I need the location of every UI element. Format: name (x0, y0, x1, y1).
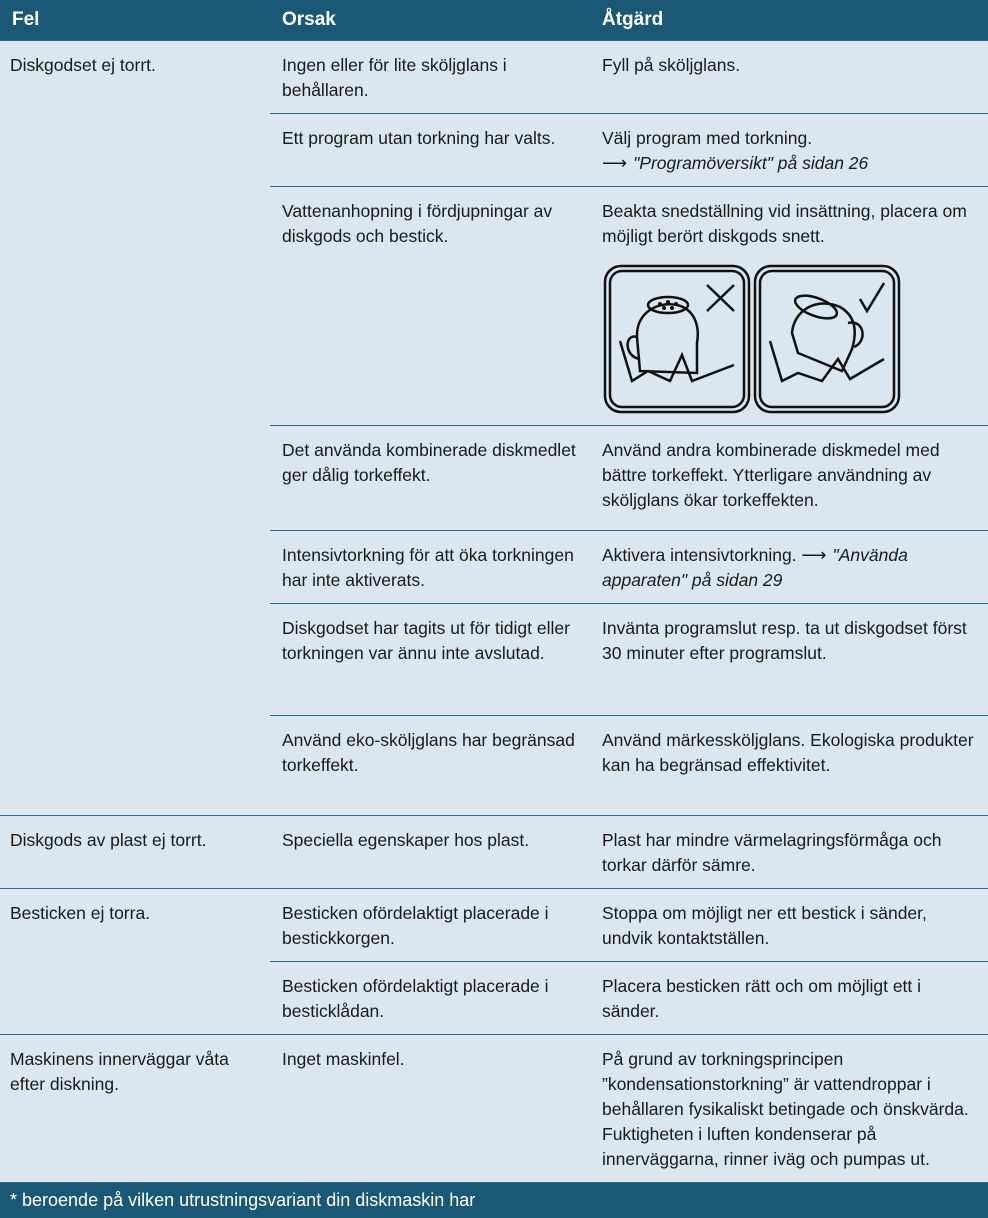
header-cell: Fel (0, 0, 270, 41)
orsak-cell: Speciella egenskaper hos plast. (270, 815, 590, 889)
atgard-text: Beakta snedställning vid insättning, pla… (602, 201, 967, 246)
orsak-cell: Intensivtorkning för att öka torkningen … (270, 530, 590, 604)
fel-cell: Besticken ej torra. (0, 888, 270, 1035)
orsak-cell: Vattenanhopning i fördjupningar av diskg… (270, 186, 590, 426)
atgard-cell: Använd märkessköljglans. Ekologiska prod… (590, 715, 988, 816)
fel-cell: Diskgods av plast ej torrt. (0, 815, 270, 889)
table-body: Diskgodset ej torrt. Ingen eller för lite… (0, 40, 988, 1182)
atgard-cell: Aktivera intensivtorkning. ⟶ "Använda app… (590, 530, 988, 604)
table-row: Maskinens innerväggar våta efter disknin… (0, 1034, 988, 1182)
atgard-text: Välj program med torkning. (602, 128, 813, 148)
orsak-cell: Ett program utan torkning har valts. (270, 113, 590, 187)
troubleshooting-table: Fel Orsak Åtgärd Diskgodset ej torrt. Ing… (0, 0, 988, 1182)
table-row: Använd eko-sköljglans har begränsad tork… (0, 715, 988, 816)
atgard-cell: Placera besticken rätt och om möjligt et… (590, 961, 988, 1035)
atgard-cell: Välj program med torkning. ⟶ "Programöver… (590, 113, 988, 187)
atgard-cell: På grund av torkningsprincipen ”kondensa… (590, 1034, 988, 1182)
reference: "Använda apparaten" på sidan 29 (602, 545, 908, 590)
table-row: Besticken ej torra. Besticken ofördelakti… (0, 888, 988, 1035)
orsak-cell: Diskgodset har tagits ut för tidigt elle… (270, 603, 590, 716)
fel-cell: Maskinens innerväggar våta efter disknin… (0, 1034, 270, 1182)
orsak-cell: Använd eko-sköljglans har begränsad tork… (270, 715, 590, 816)
atgard-text: Invänta programslut resp. ta ut diskgods… (602, 618, 967, 663)
table-row: Diskgodset ej torrt. Ingen eller för lite… (0, 40, 988, 816)
atgard-text: Stoppa om möjligt ner ett bestick i sänd… (602, 903, 927, 948)
atgard-text: Använd andra kombinerade diskmedel med b… (602, 440, 940, 510)
orsak-cell: Besticken ofördelaktigt placerade i best… (270, 961, 590, 1035)
atgard-text: Plast har mindre värmelagringsförmåga oc… (602, 830, 942, 875)
atgard-cell: Stoppa om möjligt ner ett bestick i sänd… (590, 888, 988, 962)
footer: * beroende på vilken utrustningsvariant … (0, 1182, 988, 1218)
fel-cell: Diskgodset ej torrt. (0, 40, 270, 816)
atgard-text: Aktivera intensivtorkning. (602, 545, 797, 565)
arrow: ⟶ (801, 545, 827, 565)
table-row: Vattenanhopning i fördjupningar av diskg… (0, 186, 988, 426)
table-row: Diskgodset har tagits ut för tidigt elle… (0, 603, 988, 716)
atgard-cell: Använd andra kombinerade diskmedel med b… (590, 425, 988, 531)
arrow: ⟶ (602, 153, 628, 173)
header-row: Fel Orsak Åtgärd (0, 0, 988, 41)
orsak-cell: Inget maskinfel. (270, 1034, 590, 1182)
illustration (603, 264, 901, 414)
header-cell: Åtgärd (590, 0, 988, 41)
table-row: Ett program utan torkning har valts. Välj… (0, 113, 988, 187)
reference: "Programöversikt" på sidan 26 (633, 153, 869, 173)
table-row: Diskgods av plast ej torrt. Speciella ege… (0, 815, 988, 889)
atgard-text: Placera besticken rätt och om möjligt et… (602, 976, 922, 1021)
atgard-text: Fyll på sköljglans. (602, 55, 741, 75)
table-row: Besticken ofördelaktigt placerade i best… (0, 961, 988, 1035)
table-row: Det använda kombinerade diskmedlet ger d… (0, 425, 988, 531)
orsak-cell: Besticken ofördelaktigt placerade i best… (270, 888, 590, 962)
atgard-cell: Invänta programslut resp. ta ut diskgods… (590, 603, 988, 716)
atgard-cell: Plast har mindre värmelagringsförmåga oc… (590, 815, 988, 889)
orsak-cell: Ingen eller för lite sköljglans i behåll… (270, 40, 590, 114)
atgard-text: Använd märkessköljglans. Ekologiska prod… (602, 730, 974, 775)
orsak-cell: Det använda kombinerade diskmedlet ger d… (270, 425, 590, 531)
atgard-cell: Beakta snedställning vid insättning, pla… (590, 186, 988, 426)
atgard-cell: Fyll på sköljglans. (590, 40, 988, 114)
table-row: Intensivtorkning för att öka torkningen … (0, 530, 988, 604)
atgard-text: På grund av torkningsprincipen ”kondensa… (602, 1049, 969, 1169)
header-cell: Orsak (270, 0, 590, 41)
